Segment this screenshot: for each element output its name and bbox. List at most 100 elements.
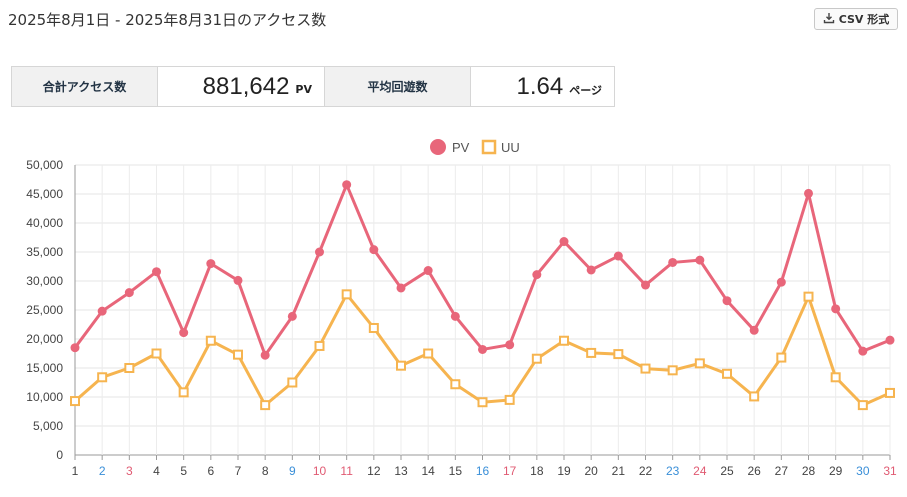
x-tick-label: 19 bbox=[557, 464, 571, 478]
uu-point bbox=[776, 352, 787, 363]
total-access-value: 881,642 PV bbox=[158, 67, 325, 106]
x-tick-label: 16 bbox=[476, 464, 490, 478]
pv-point bbox=[97, 306, 107, 316]
pv-point bbox=[342, 180, 352, 190]
pv-point bbox=[233, 275, 243, 285]
y-tick-label: 30,000 bbox=[26, 274, 63, 288]
uu-point bbox=[586, 347, 597, 358]
uu-point bbox=[857, 400, 868, 411]
x-tick-label: 14 bbox=[421, 464, 435, 478]
avg-pages-label: 平均回遊数 bbox=[325, 67, 471, 106]
avg-pages-unit: ページ bbox=[569, 83, 602, 97]
pv-point bbox=[668, 257, 678, 267]
pv-point bbox=[831, 304, 841, 314]
x-tick-label: 25 bbox=[720, 464, 734, 478]
x-tick-label: 26 bbox=[747, 464, 761, 478]
uu-point bbox=[97, 372, 108, 383]
access-line-chart: 0 5,000 10,000 15,000 20,000 25,000 30,000 35,0… bbox=[26, 139, 897, 478]
x-tick-label: 9 bbox=[289, 464, 296, 478]
x-tick-label: 11 bbox=[340, 464, 353, 478]
uu-point bbox=[640, 363, 651, 374]
uu-point bbox=[124, 363, 135, 373]
y-tick-label: 25,000 bbox=[26, 303, 63, 317]
uu-point bbox=[260, 400, 271, 411]
pv-point bbox=[505, 340, 515, 350]
pv-point bbox=[722, 296, 732, 306]
x-tick-label: 21 bbox=[612, 464, 626, 478]
x-tick-label: 1 bbox=[72, 464, 79, 478]
avg-pages-number: 1.64 bbox=[516, 72, 564, 100]
x-tick-label: 7 bbox=[235, 464, 242, 478]
uu-point bbox=[396, 360, 406, 371]
uu-point bbox=[803, 291, 814, 302]
uu-point bbox=[178, 387, 189, 398]
total-access-number: 881,642 bbox=[202, 72, 290, 100]
pv-point bbox=[396, 283, 406, 293]
y-tick-label: 10,000 bbox=[26, 390, 63, 404]
x-tick-label: 27 bbox=[775, 464, 789, 478]
uu-point bbox=[233, 349, 243, 360]
uu-point bbox=[885, 387, 895, 398]
uu-point bbox=[341, 289, 352, 300]
x-tick-label: 13 bbox=[394, 464, 408, 478]
uu-point bbox=[531, 353, 542, 364]
y-tick-label: 20,000 bbox=[26, 332, 63, 346]
pv-point bbox=[124, 288, 134, 298]
x-tick-label: 18 bbox=[530, 464, 544, 478]
pv-point bbox=[152, 267, 161, 277]
uu-point bbox=[368, 322, 379, 333]
pv-point bbox=[478, 344, 487, 354]
uu-point bbox=[722, 368, 732, 379]
legend-pv-marker bbox=[430, 139, 446, 155]
uu-point bbox=[749, 391, 760, 402]
x-tick-label: 2 bbox=[99, 464, 106, 478]
legend-pv-label: PV bbox=[452, 140, 470, 155]
pv-point bbox=[776, 277, 786, 287]
y-tick-label: 40,000 bbox=[26, 216, 63, 230]
pv-point bbox=[260, 350, 270, 360]
uu-point bbox=[423, 348, 434, 359]
uu-point bbox=[613, 349, 624, 360]
x-tick-label: 31 bbox=[883, 464, 897, 478]
pv-point bbox=[287, 311, 297, 321]
pv-point bbox=[532, 270, 542, 280]
y-tick-label: 45,000 bbox=[26, 187, 63, 201]
uu-point bbox=[504, 394, 515, 405]
avg-pages-value: 1.64 ページ bbox=[471, 67, 614, 106]
stats-summary: 合計アクセス数 881,642 PV 平均回遊数 1.64 ページ bbox=[11, 66, 615, 107]
pv-point bbox=[423, 266, 433, 276]
x-tick-label: 3 bbox=[126, 464, 133, 478]
pv-point bbox=[206, 259, 216, 269]
x-tick-label: 12 bbox=[367, 464, 381, 478]
uu-point bbox=[70, 396, 80, 407]
pv-point bbox=[586, 265, 596, 275]
page-title: 2025年8月1日 - 2025年8月31日のアクセス数 bbox=[8, 11, 327, 29]
y-tick-label: 15,000 bbox=[26, 361, 63, 375]
pv-point bbox=[369, 245, 379, 255]
pv-point bbox=[858, 346, 868, 356]
uu-point bbox=[559, 335, 569, 346]
uu-point bbox=[205, 335, 216, 346]
pv-point bbox=[179, 328, 189, 338]
pv-point bbox=[450, 311, 460, 321]
uu-point bbox=[830, 372, 841, 383]
pv-point bbox=[559, 237, 569, 247]
x-tick-label: 22 bbox=[639, 464, 653, 478]
uu-point bbox=[667, 365, 678, 376]
pv-point bbox=[885, 335, 895, 345]
pv-point bbox=[70, 343, 80, 353]
total-access-label: 合計アクセス数 bbox=[12, 67, 158, 106]
x-tick-label: 5 bbox=[180, 464, 187, 478]
csv-export-button[interactable]: CSV 形式 bbox=[814, 8, 898, 30]
x-tick-label: 17 bbox=[503, 464, 517, 478]
total-access-unit: PV bbox=[295, 83, 312, 96]
uu-point bbox=[314, 340, 325, 351]
x-tick-label: 29 bbox=[829, 464, 843, 478]
uu-point bbox=[287, 377, 298, 388]
x-tick-label: 24 bbox=[693, 464, 707, 478]
pv-point bbox=[613, 251, 623, 261]
uu-point bbox=[151, 348, 162, 359]
x-tick-label: 23 bbox=[666, 464, 680, 478]
csv-export-label: CSV 形式 bbox=[838, 13, 890, 26]
x-tick-label: 8 bbox=[262, 464, 269, 478]
